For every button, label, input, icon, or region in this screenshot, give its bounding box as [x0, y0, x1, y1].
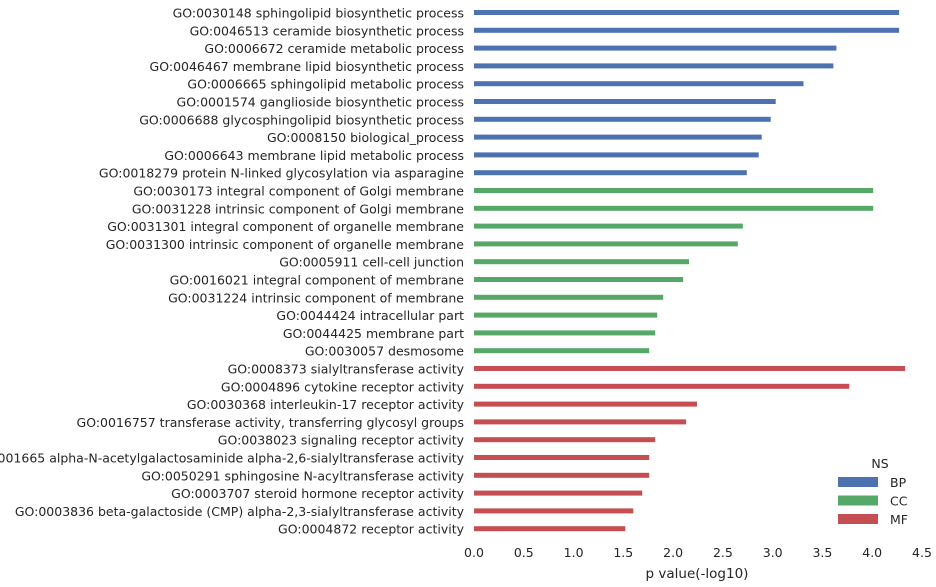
x-tick-label: 1.0: [564, 545, 584, 560]
x-axis-title: p value(-log10): [646, 566, 749, 582]
x-tick-label: 1.5: [613, 545, 633, 560]
bar-bp: [474, 152, 759, 158]
bar-cc: [474, 205, 874, 211]
category-label: GO:0031301 integral component of organel…: [107, 219, 464, 234]
x-tick-label: 4.0: [862, 545, 882, 560]
category-label: GO:0030148 sphingolipid biosynthetic pro…: [173, 6, 464, 21]
category-label: GO:0016757 transferase activity, transfe…: [77, 415, 464, 430]
category-label: GO:0004872 receptor activity: [278, 522, 465, 537]
category-label: GO:0003707 steroid hormone receptor acti…: [171, 486, 464, 501]
x-tick-label: 3.5: [812, 545, 832, 560]
category-label: GO:0044424 intracellular part: [276, 308, 464, 323]
bar-bp: [474, 27, 900, 33]
category-label: GO:0004896 cytokine receptor activity: [221, 379, 465, 394]
bar-cc: [474, 312, 658, 318]
bar-cc: [474, 188, 874, 193]
bar-bp: [474, 99, 776, 104]
bar-mf: [474, 455, 650, 460]
legend-label-cc: CC: [890, 494, 908, 509]
category-label: GO:0001574 ganglioside biosynthetic proc…: [177, 95, 464, 110]
bar-mf: [474, 366, 906, 371]
bars-layer: [474, 10, 906, 532]
category-label: GO:0046467 membrane lipid biosynthetic p…: [150, 59, 464, 74]
x-tick-label: 2.0: [663, 545, 683, 560]
legend-title: NS: [871, 456, 888, 471]
bar-cc: [474, 277, 684, 282]
category-label: GO:0031228 intrinsic component of Golgi …: [132, 201, 464, 216]
category-label: GO:0044425 membrane part: [283, 326, 464, 341]
bar-cc: [474, 259, 689, 265]
category-label: GO:0006643 membrane lipid metabolic proc…: [164, 148, 464, 163]
bar-mf: [474, 437, 656, 443]
category-labels: GO:0030148 sphingolipid biosynthetic pro…: [0, 6, 465, 537]
x-tick-label: 0.0: [464, 545, 484, 560]
category-label: GO:0030173 integral component of Golgi m…: [133, 184, 464, 199]
category-label: GO:0038023 signaling receptor activity: [218, 433, 465, 448]
x-tick-label: 4.5: [912, 545, 932, 560]
category-label: GO:0006672 ceramide metabolic process: [204, 41, 464, 56]
bar-bp: [474, 63, 834, 69]
bar-bp: [474, 134, 762, 140]
legend-swatch-bp: [838, 477, 878, 487]
bar-bp: [474, 10, 900, 15]
category-label: GO:0008373 sialyltransferase activity: [228, 362, 465, 377]
bar-bp: [474, 170, 747, 176]
legend-swatch-cc: [838, 495, 878, 506]
category-label: GO:0008150 biological_process: [267, 130, 464, 145]
bar-cc: [474, 294, 664, 300]
x-tick-label: 2.5: [713, 545, 733, 560]
legend-label-mf: MF: [890, 512, 908, 527]
bar-mf: [474, 419, 687, 425]
legend-label-bp: BP: [890, 475, 907, 490]
category-label: GO:0050291 sphingosine N-acyltransferase…: [141, 468, 464, 483]
x-tick-label: 3.0: [763, 545, 783, 560]
legend-items: BP CC MF: [838, 475, 908, 527]
category-label: GO:0046513 ceramide biosynthetic process: [190, 23, 464, 38]
bar-bp: [474, 81, 804, 87]
bar-bp: [474, 116, 771, 122]
bar-mf: [474, 526, 626, 532]
category-label: GO:0031300 intrinsic component of organe…: [106, 237, 465, 252]
bar-cc: [474, 241, 738, 247]
category-label: GO:0030057 desmosome: [305, 344, 464, 359]
bar-mf: [474, 383, 850, 389]
category-label: GO:0001665 alpha-N-acetylgalactosaminide…: [0, 451, 465, 466]
category-label: GO:0006665 sphingolipid metabolic proces…: [187, 77, 464, 92]
x-axis-ticks: 0.0 0.5 1.0 1.5 2.0 2.5 3.0 3.5 4.0 4.5: [464, 545, 932, 560]
category-label: GO:0016021 integral component of membran…: [170, 273, 465, 288]
bar-cc: [474, 223, 743, 229]
bar-mf: [474, 401, 697, 407]
category-label: GO:0006688 glycosphingolipid biosyntheti…: [139, 112, 464, 127]
bar-cc: [474, 330, 656, 336]
category-label: GO:0005911 cell-cell junction: [279, 255, 464, 270]
legend-swatch-mf: [838, 514, 878, 524]
bar-cc: [474, 348, 650, 354]
bar-bp: [474, 45, 837, 51]
category-label: GO:0003836 beta-galactoside (CMP) alpha-…: [15, 504, 465, 519]
legend: NS BP CC MF: [838, 456, 908, 527]
category-label: GO:0031224 intrinsic component of membra…: [168, 290, 464, 305]
bar-mf: [474, 490, 643, 496]
category-label: GO:0030368 interleukin-17 receptor activ…: [187, 397, 465, 412]
bar-mf: [474, 472, 650, 478]
bar-mf: [474, 508, 634, 514]
x-tick-label: 0.5: [514, 545, 534, 560]
category-label: GO:0018279 protein N-linked glycosylatio…: [99, 166, 464, 181]
